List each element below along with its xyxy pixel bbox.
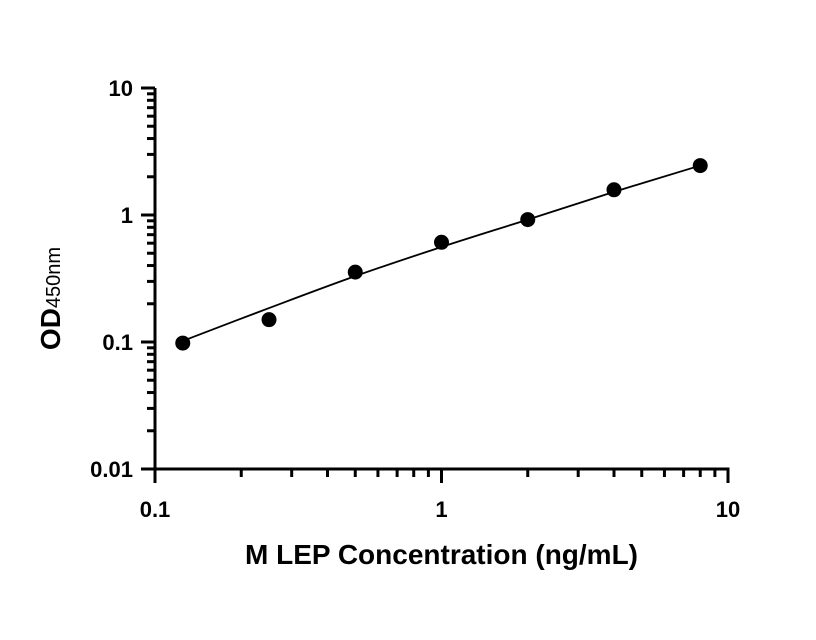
data-point [520, 212, 536, 228]
data-points-layer [175, 158, 708, 351]
fit-curve [182, 164, 701, 342]
y-tick-label: 0.01 [90, 457, 133, 482]
y-tick-label: 0.1 [102, 330, 133, 355]
y-tick-label: 1 [121, 203, 133, 228]
y-ticks: 0.01 0.1 1 10 [90, 76, 155, 482]
x-tick-label: 0.1 [140, 497, 171, 522]
y-axis-title-main: OD [35, 308, 66, 350]
fit-curve-layer [182, 164, 701, 342]
data-point [347, 264, 363, 280]
data-point [175, 335, 191, 351]
x-ticks: 0.1 1 10 [140, 469, 740, 522]
data-point [261, 312, 277, 328]
y-axis-title-sub: 450nm [43, 247, 65, 308]
y-tick-label: 10 [109, 76, 133, 101]
data-point [606, 182, 622, 198]
x-tick-label: 1 [435, 497, 447, 522]
y-axis-title: OD450nm [35, 247, 66, 350]
x-tick-label: 10 [716, 497, 740, 522]
data-point [434, 234, 449, 250]
x-axis-title: M LEP Concentration (ng/mL) [245, 539, 638, 570]
data-point [692, 158, 708, 174]
axes-layer [153, 88, 730, 471]
